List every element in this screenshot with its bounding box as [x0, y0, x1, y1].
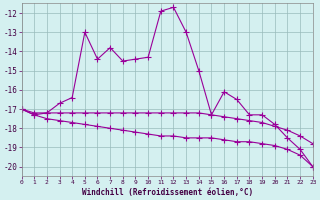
X-axis label: Windchill (Refroidissement éolien,°C): Windchill (Refroidissement éolien,°C): [82, 188, 253, 197]
